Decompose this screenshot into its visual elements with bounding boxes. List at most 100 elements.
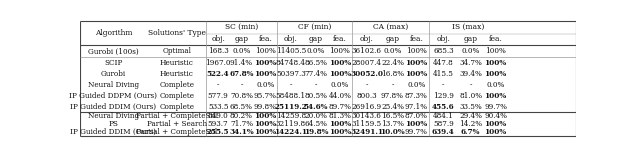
Text: Heuristic: Heuristic (160, 59, 194, 67)
Text: 100%: 100% (254, 120, 276, 128)
Text: 849.0: 849.0 (208, 112, 228, 120)
Text: 533.5: 533.5 (208, 103, 228, 111)
Text: 484.1: 484.1 (433, 112, 454, 120)
Text: Algorithm: Algorithm (95, 29, 132, 37)
Text: 89.7%: 89.7% (328, 103, 351, 111)
Text: 81.0%: 81.0% (459, 92, 482, 100)
Text: 14224.1: 14224.1 (275, 128, 307, 136)
Text: 522.4: 522.4 (207, 70, 230, 78)
Text: 99.7%: 99.7% (404, 128, 428, 136)
Text: Heuristic: Heuristic (160, 70, 194, 78)
Text: obj.: obj. (284, 35, 298, 44)
Text: 13.7%: 13.7% (381, 120, 404, 128)
Text: 0.0%: 0.0% (486, 81, 505, 89)
Text: 71.7%: 71.7% (230, 120, 253, 128)
Text: Gurobi (100s): Gurobi (100s) (88, 47, 139, 55)
Text: 0.0%: 0.0% (232, 47, 251, 55)
Text: -: - (365, 81, 368, 89)
Text: gap: gap (234, 35, 248, 44)
Text: 100%: 100% (329, 128, 351, 136)
Text: 80.2%: 80.2% (230, 112, 253, 120)
Text: fea.: fea. (333, 35, 347, 44)
Text: 577.9: 577.9 (208, 92, 228, 100)
Text: -: - (469, 81, 472, 89)
Text: Partial + CompleteSol: Partial + CompleteSol (136, 112, 218, 120)
Text: 415.5: 415.5 (433, 70, 454, 78)
Text: 68.5%: 68.5% (230, 103, 253, 111)
Text: 80.5%: 80.5% (305, 92, 327, 100)
Text: -: - (217, 81, 220, 89)
Text: 593.7: 593.7 (208, 120, 228, 128)
Text: 129.9: 129.9 (433, 92, 454, 100)
Text: 0.0%: 0.0% (383, 47, 402, 55)
Text: 100%: 100% (255, 47, 276, 55)
Text: PS: PS (109, 120, 118, 128)
Text: Neural Diving: Neural Diving (88, 112, 139, 120)
Text: 30143.6: 30143.6 (352, 112, 381, 120)
Text: -: - (315, 81, 317, 89)
Text: 100%: 100% (406, 47, 427, 55)
Text: obj.: obj. (211, 35, 225, 44)
Text: 6.7%: 6.7% (461, 128, 480, 136)
Text: 32119.8: 32119.8 (276, 120, 306, 128)
Text: 16.5%: 16.5% (381, 112, 404, 120)
Text: 81.3%: 81.3% (328, 112, 351, 120)
Text: 39.4%: 39.4% (459, 70, 482, 78)
Text: 77.4%: 77.4% (305, 70, 327, 78)
Text: CF (min): CF (min) (298, 23, 332, 31)
Text: obj.: obj. (360, 35, 374, 44)
Text: gap: gap (463, 35, 477, 44)
Text: 11405.5: 11405.5 (276, 47, 306, 55)
Text: Solutions' Type: Solutions' Type (148, 29, 205, 37)
Text: 84748.4: 84748.4 (276, 59, 306, 67)
Text: 100%: 100% (405, 70, 428, 78)
Text: 26916.9: 26916.9 (351, 103, 381, 111)
Text: 0.0%: 0.0% (331, 81, 349, 89)
Text: Complete: Complete (159, 103, 194, 111)
Text: 0.0%: 0.0% (256, 81, 275, 89)
Text: Partial + CompleteSol: Partial + CompleteSol (136, 128, 218, 136)
Text: 100%: 100% (254, 59, 276, 67)
Text: fea.: fea. (489, 35, 502, 44)
Text: 100%: 100% (254, 112, 276, 120)
Text: Optimal: Optimal (162, 47, 191, 55)
Text: 100%: 100% (484, 70, 507, 78)
Text: 100%: 100% (329, 120, 351, 128)
Text: Complete: Complete (159, 92, 194, 100)
Text: 99.7%: 99.7% (484, 103, 507, 111)
Text: obj.: obj. (436, 35, 451, 44)
Text: 97.1%: 97.1% (404, 103, 428, 111)
Text: 31159.5: 31159.5 (351, 120, 381, 128)
Text: 100%: 100% (484, 120, 507, 128)
Text: 44.0%: 44.0% (328, 92, 351, 100)
Text: 34.1%: 34.1% (229, 128, 254, 136)
Text: 97.8%: 97.8% (381, 92, 404, 100)
Text: 100%: 100% (405, 59, 428, 67)
Text: 25.4%: 25.4% (381, 103, 404, 111)
Text: -: - (391, 81, 394, 89)
Text: 29.4%: 29.4% (459, 112, 482, 120)
Text: 50397.3: 50397.3 (276, 70, 306, 78)
Text: 100%: 100% (485, 47, 506, 55)
Text: 10.0%: 10.0% (380, 128, 404, 136)
Text: 36102.6: 36102.6 (352, 47, 381, 55)
Text: 168.3: 168.3 (208, 47, 228, 55)
Text: SCIP: SCIP (104, 59, 123, 67)
Text: 800.3: 800.3 (356, 92, 377, 100)
Text: Gurobi: Gurobi (101, 70, 126, 78)
Text: SC (min): SC (min) (225, 23, 259, 31)
Text: gap: gap (309, 35, 323, 44)
Text: 587.9: 587.9 (433, 120, 454, 128)
Text: 0.0%: 0.0% (461, 47, 480, 55)
Text: fea.: fea. (410, 35, 423, 44)
Text: fea.: fea. (259, 35, 272, 44)
Text: -: - (240, 81, 243, 89)
Text: 639.4: 639.4 (432, 128, 454, 136)
Text: 70.8%: 70.8% (230, 92, 253, 100)
Text: 67.8%: 67.8% (229, 70, 253, 78)
Text: 14259.8: 14259.8 (276, 112, 306, 120)
Text: 100%: 100% (329, 70, 351, 78)
Text: IS (max): IS (max) (452, 23, 484, 31)
Text: Complete: Complete (159, 81, 194, 89)
Text: 100%: 100% (254, 128, 276, 136)
